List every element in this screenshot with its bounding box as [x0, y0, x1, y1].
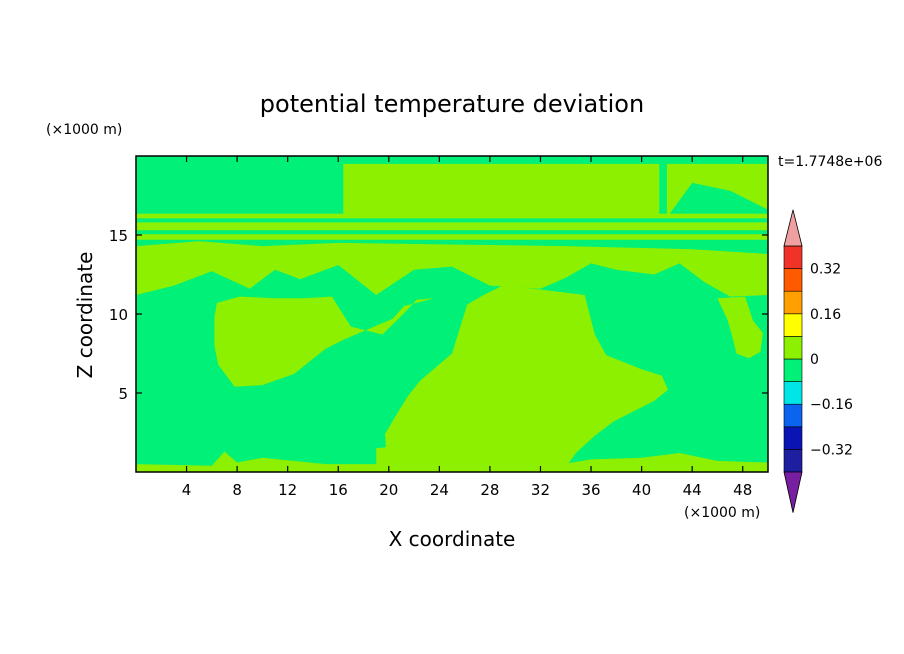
positive-band — [136, 234, 768, 240]
y-tick-label: 5 — [118, 385, 128, 403]
colorbar-over-arrow — [783, 209, 803, 247]
x-axis-label: X coordinate — [389, 527, 516, 551]
x-tick-label: 4 — [182, 481, 192, 499]
x-tick-label: 8 — [232, 481, 242, 499]
colorbar-segment — [783, 290, 803, 315]
time-label: t=1.7748e+06 — [778, 154, 882, 170]
x-axis-ticks: 4 8 12 16 20 24 28 32 36 40 44 48 — [182, 156, 752, 499]
colorbar-segment — [783, 336, 803, 360]
positive-region-upper-left-band — [136, 241, 768, 297]
positive-band — [136, 222, 768, 231]
x-tick-label: 24 — [430, 481, 449, 499]
colorbar-segment — [783, 313, 803, 337]
x-tick-label: 12 — [278, 481, 297, 499]
x-tick-label: 40 — [632, 481, 651, 499]
x-tick-label: 20 — [379, 481, 398, 499]
colorbar-segment — [783, 426, 803, 450]
x-unit-label: (×1000 m) — [684, 505, 760, 521]
colorbar-tick-label: 0.16 — [810, 307, 841, 323]
colorbar-tick-label: 0.32 — [810, 262, 841, 278]
x-tick-label: 44 — [683, 481, 702, 499]
positive-regions — [136, 163, 768, 472]
positive-region-upper-right-corner — [666, 163, 768, 218]
plot-area — [136, 156, 768, 472]
chart-title: potential temperature deviation — [260, 90, 644, 118]
colorbar-segment — [783, 268, 803, 292]
positive-region-central-plume — [385, 285, 669, 468]
y-tick-label: 10 — [109, 306, 128, 324]
x-tick-label: 28 — [480, 481, 499, 499]
colorbar-tick-label: 0 — [810, 352, 819, 368]
colorbar-labels: 0.32 0.16 0 −0.16 −0.32 — [810, 262, 853, 459]
colorbar-under-arrow — [783, 471, 803, 513]
colorbar — [783, 209, 803, 513]
colorbar-segment — [783, 245, 803, 269]
y-unit-label: (×1000 m) — [46, 122, 122, 138]
positive-region-upper-sky — [343, 163, 660, 218]
colorbar-segment — [783, 358, 803, 382]
colorbar-segment — [783, 449, 803, 473]
colorbar-segment — [783, 403, 803, 428]
positive-region-right-tongue — [717, 296, 763, 359]
positive-region-left-lobe — [214, 296, 435, 387]
y-tick-label: 15 — [109, 227, 128, 245]
positive-region-bottom-band — [136, 443, 768, 472]
x-tick-label: 16 — [329, 481, 348, 499]
colorbar-tick-label: −0.32 — [810, 442, 853, 458]
x-tick-label: 32 — [531, 481, 550, 499]
colorbar-tick-label: −0.16 — [810, 397, 853, 413]
x-tick-label: 48 — [733, 481, 752, 499]
y-axis-ticks: 5 10 15 — [109, 227, 768, 403]
colorbar-segment — [783, 381, 803, 405]
x-tick-label: 36 — [581, 481, 600, 499]
y-axis-label: Z coordinate — [73, 252, 97, 379]
